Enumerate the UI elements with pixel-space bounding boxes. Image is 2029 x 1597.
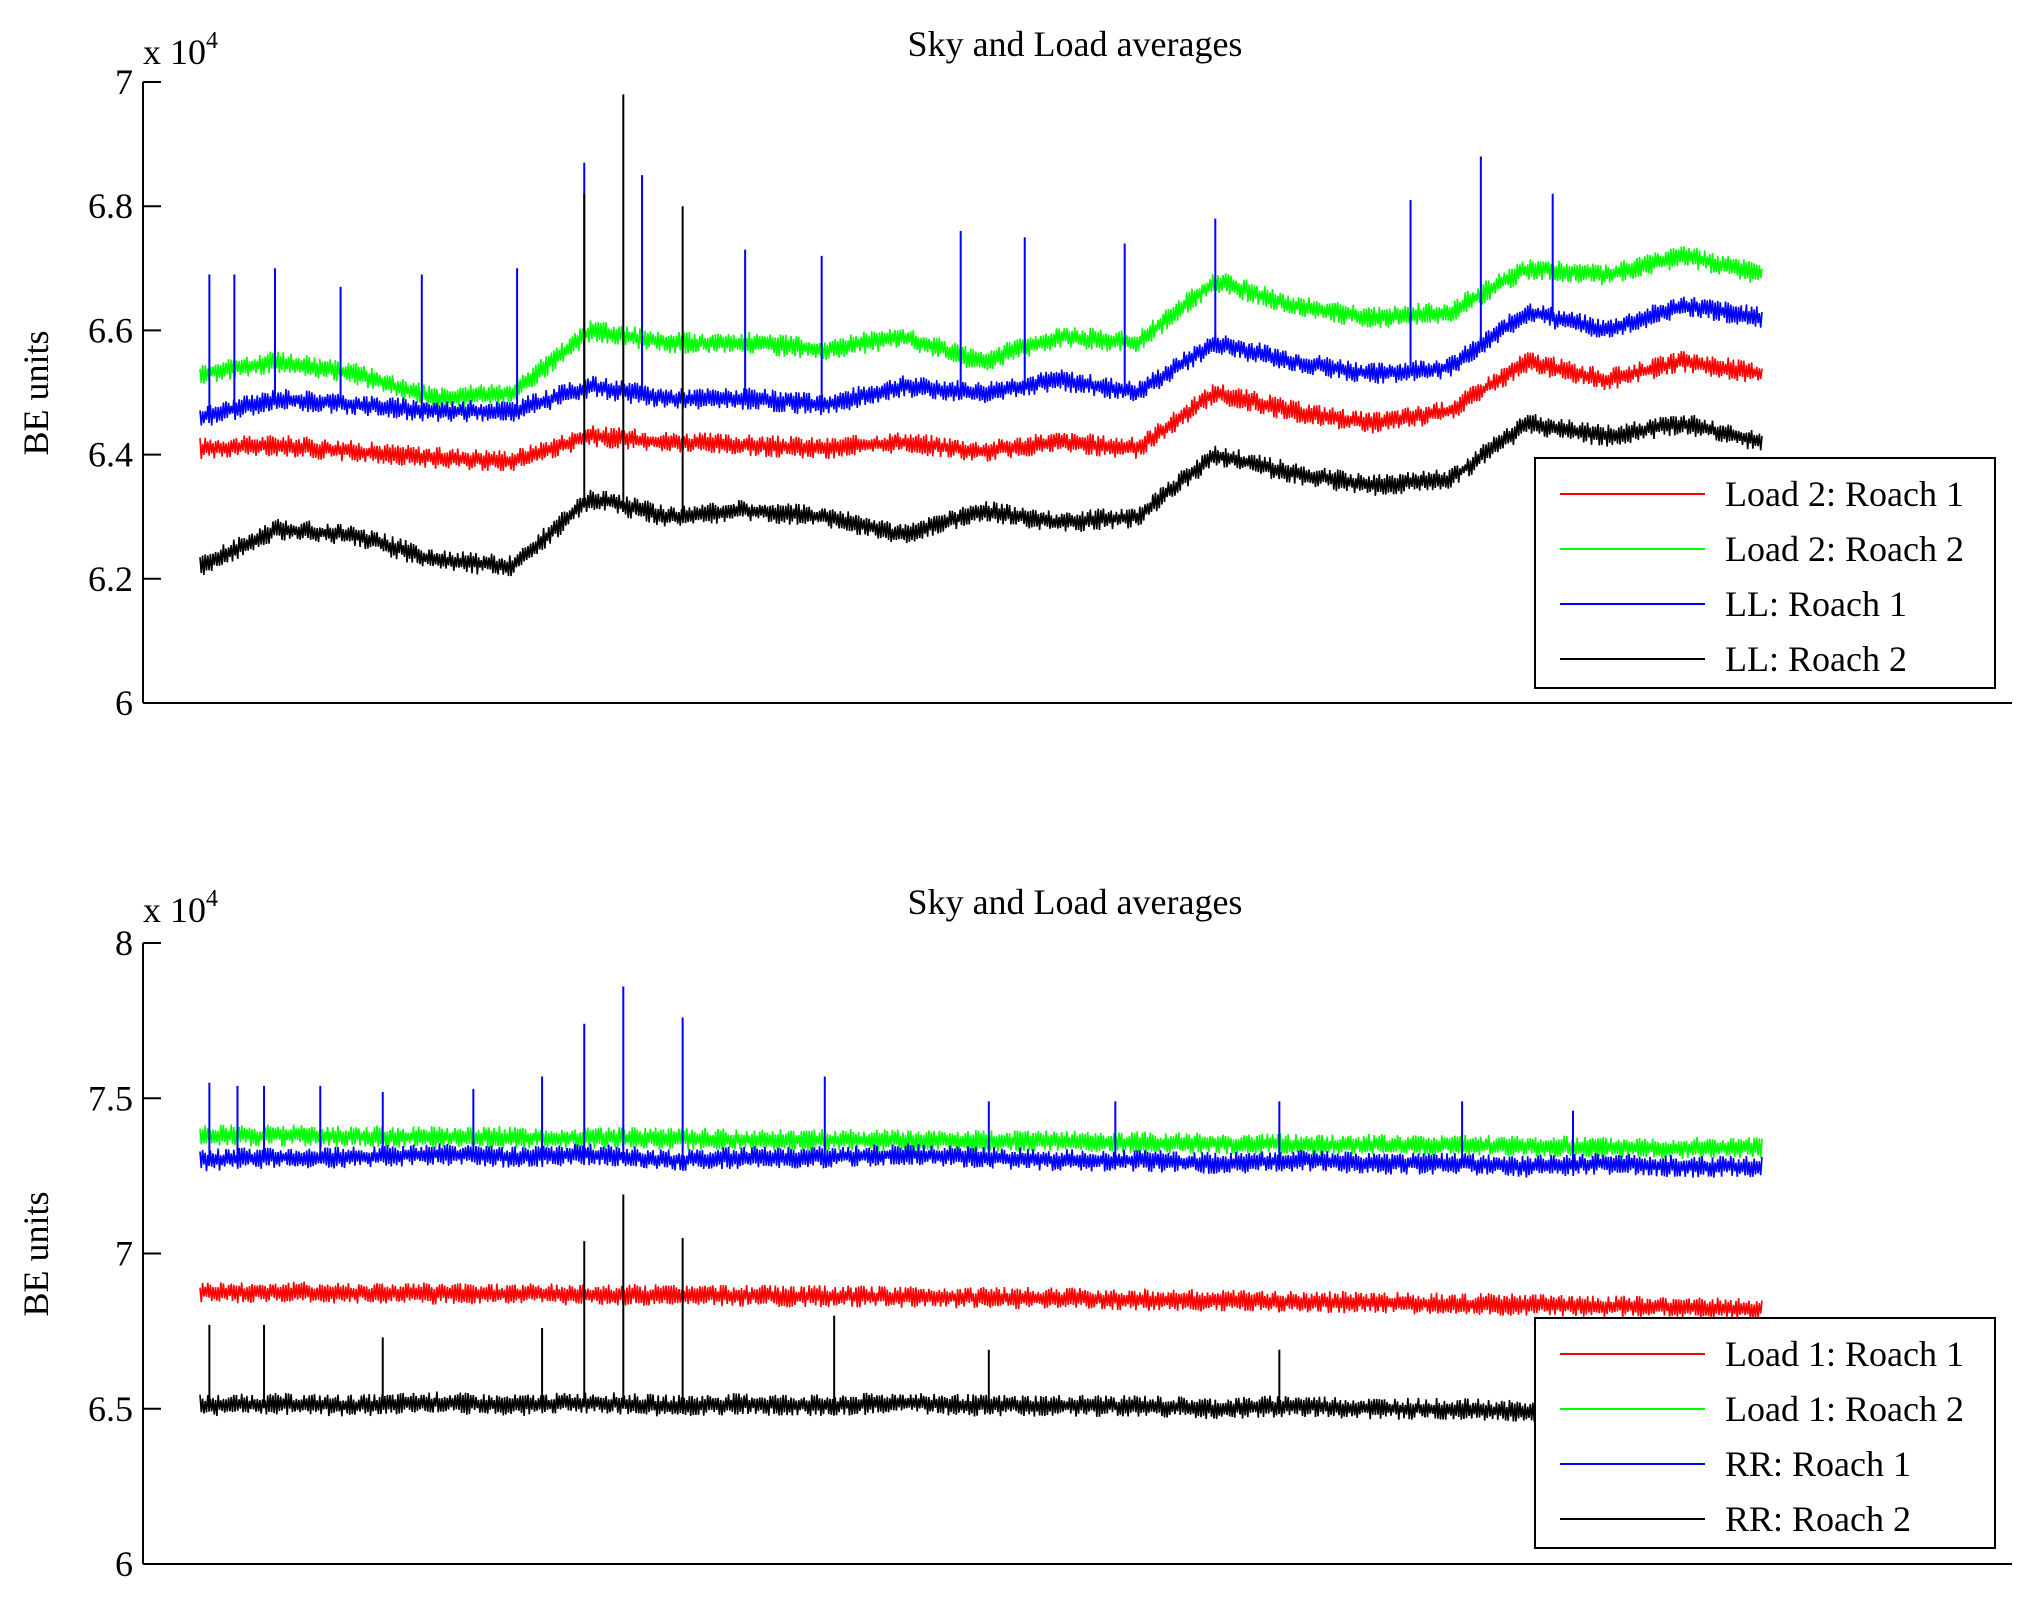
legend-label: RR: Roach 1 [1725,1444,1911,1484]
y-tick-label: 6.4 [88,435,133,475]
y-tick-label: 6 [115,1544,133,1584]
series-line [199,350,1763,471]
y-tick-label: 6 [115,683,133,723]
legend-label: Load 2: Roach 2 [1725,529,1964,569]
y-tick-label: 6.6 [88,310,133,350]
y-tick-label: 6.5 [88,1389,133,1429]
y-ticks: 6 6.5 7 7.5 8 [88,923,161,1584]
legend-label: Load 1: Roach 1 [1725,1334,1964,1374]
y-multiplier-base: x 10 [143,890,206,930]
legend: Load 1: Roach 1 Load 1: Roach 2 RR: Roach … [1534,1317,1996,1549]
y-multiplier-base: x 10 [143,32,206,72]
legend-label: RR: Roach 2 [1725,1499,1911,1539]
series-line [199,413,1763,577]
series-line [199,1143,1763,1178]
series-line [199,246,1763,410]
y-multiplier: x 104 [143,28,218,72]
series-line [199,296,1763,426]
chart-title: Sky and Load averages [908,882,1243,922]
legend-label: Load 2: Roach 1 [1725,474,1964,514]
chart-title: Sky and Load averages [908,24,1243,64]
series-line [199,1281,1763,1320]
series-line [199,1124,1763,1160]
y-multiplier-exponent: 4 [206,886,218,912]
y-axis-label: BE units [16,330,56,455]
series-line [199,1391,1763,1424]
y-multiplier-exponent: 4 [206,28,218,54]
y-tick-label: 7.5 [88,1078,133,1118]
y-tick-label: 6.2 [88,559,133,599]
legend-label: LL: Roach 1 [1725,584,1907,624]
y-axis-label: BE units [16,1191,56,1316]
y-tick-label: 6.8 [88,186,133,226]
y-tick-label: 8 [115,923,133,963]
legend-label: Load 1: Roach 2 [1725,1389,1964,1429]
legend-box [1534,457,1996,689]
plot-area [199,94,1763,577]
bottom-chart: Sky and Load averages x 104 BE units 6 6.… [16,882,2012,1584]
y-ticks: 6 6.2 6.4 6.6 6.8 7 [88,62,161,723]
legend-box [1534,1317,1996,1549]
legend: Load 2: Roach 1 Load 2: Roach 2 LL: Roach … [1534,457,1996,689]
top-chart: Sky and Load averages x 104 BE units 6 6.… [16,24,2012,723]
y-multiplier: x 104 [143,886,218,930]
plot-area [199,986,1763,1424]
y-tick-label: 7 [115,62,133,102]
y-tick-label: 7 [115,1234,133,1274]
legend-label: LL: Roach 2 [1725,639,1907,679]
